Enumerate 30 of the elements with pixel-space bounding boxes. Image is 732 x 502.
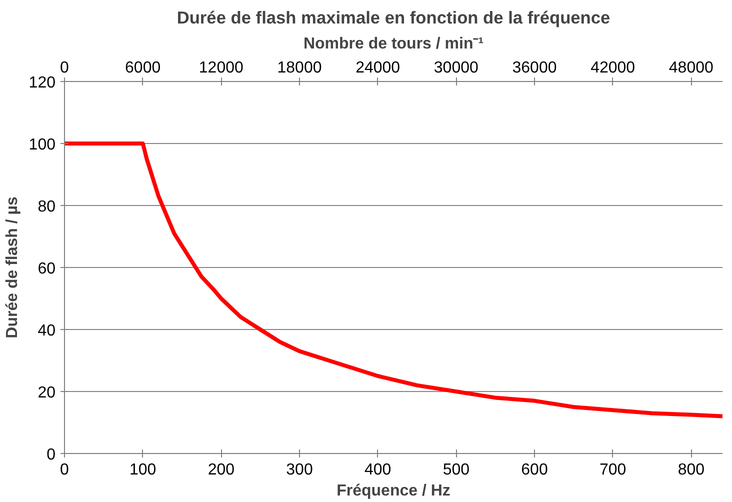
x2-tick-label: 6000: [125, 60, 161, 76]
y-tick-label: 20: [38, 384, 56, 402]
x2-tick-label: 42000: [590, 60, 636, 76]
x-tick-label: 800: [678, 462, 705, 478]
x-tick-label: 600: [521, 462, 548, 478]
x2-tick-label: 24000: [356, 60, 400, 76]
x-axis-title: Fréquence / Hz: [336, 482, 450, 500]
y-tick-label: 60: [38, 260, 56, 278]
x2-tick-label: 30000: [434, 60, 479, 76]
y-tick-label: 0: [46, 446, 56, 464]
chart-title: Durée de flash maximale en fonction de la fréquence: [176, 8, 611, 28]
x-tick-label: 500: [442, 462, 470, 478]
x-tick-label: 200: [208, 462, 235, 478]
y-tick-label: 120: [28, 74, 56, 92]
x-tick-label: 400: [364, 462, 392, 478]
x2-tick-label: 0: [60, 60, 70, 76]
y-tick-label: 40: [38, 322, 56, 340]
y-tick-label: 100: [28, 136, 56, 154]
x-tick-label: 100: [129, 462, 156, 478]
x2-axis-title: Nombre de tours / min⁻¹: [303, 36, 484, 52]
line-series: [64, 142, 722, 418]
x-tick-label: 0: [60, 462, 70, 478]
x2-tick-label: 18000: [277, 60, 322, 76]
y-tick-label: 80: [38, 198, 56, 216]
x-tick-label: 300: [286, 462, 313, 478]
x2-tick-label: 12000: [198, 60, 244, 76]
y-axis-title: Durée de flash / µs: [4, 196, 21, 338]
x-tick-label: 700: [599, 462, 626, 478]
x2-tick-label: 48000: [668, 60, 714, 76]
x2-tick-label: 36000: [512, 60, 557, 76]
